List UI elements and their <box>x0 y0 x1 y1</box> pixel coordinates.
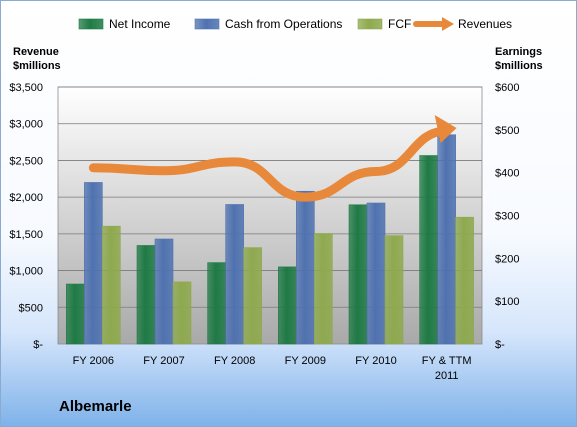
x-tick-label: FY 2010 <box>355 355 396 367</box>
bar-fcf <box>455 216 474 345</box>
revenues-line <box>88 126 452 202</box>
company-name: Albemarle <box>59 398 132 415</box>
left-tick-label: $500 <box>19 302 43 314</box>
left-tick-label: $2,500 <box>9 155 43 167</box>
right-tick-label: $200 <box>495 253 519 265</box>
left-tick-label: $2,000 <box>9 192 43 204</box>
bar-net-income <box>66 283 85 345</box>
bar-fcf <box>102 225 121 345</box>
left-tick-label: $1,000 <box>9 266 43 278</box>
bar-fcf <box>314 233 333 345</box>
left-tick-label: $1,500 <box>9 229 43 241</box>
right-tick-label: $100 <box>495 296 519 308</box>
bar-net-income <box>207 262 226 345</box>
right-tick-label: $600 <box>495 82 519 94</box>
revenues-arrowhead <box>434 115 457 144</box>
x-tick-label: FY 2008 <box>214 355 255 367</box>
legend-arrow-revenues <box>442 17 454 31</box>
right-axis-title: Earnings $millions <box>495 46 543 72</box>
plot-area <box>57 86 483 345</box>
legend-label-cash-from-operations: Cash from Operations <box>225 17 342 31</box>
legend-swatch-net-income <box>78 18 104 30</box>
x-tick-label: FY 2007 <box>143 355 184 367</box>
right-tick-label: $300 <box>495 211 519 223</box>
bar-cash-from-operations <box>366 202 386 345</box>
bar-cash-from-operations <box>437 134 456 345</box>
bar-net-income <box>278 266 297 345</box>
right-tick-label: $- <box>495 339 505 351</box>
x-tick-label: 2011 <box>435 370 459 382</box>
bar-cash-from-operations <box>84 182 103 345</box>
right-tick-label: $400 <box>495 168 519 180</box>
bar-net-income <box>419 155 438 345</box>
legend-label-net-income: Net Income <box>109 17 171 31</box>
right-tick-label: $500 <box>495 125 519 137</box>
legend-swatch-fcf <box>357 18 383 30</box>
bar-fcf <box>172 281 192 345</box>
legend-label-fcf: FCF <box>388 17 411 31</box>
legend-label-revenues: Revenues <box>458 17 512 31</box>
left-tick-label: $3,000 <box>9 119 43 131</box>
bar-cash-from-operations <box>154 238 174 345</box>
bar-net-income <box>136 245 156 345</box>
bar-fcf <box>384 235 404 345</box>
x-tick-label: FY 2009 <box>285 355 326 367</box>
bar-net-income <box>348 204 368 345</box>
left-tick-label: $3,500 <box>9 82 43 94</box>
bar-cash-from-operations <box>225 204 244 345</box>
bar-fcf <box>243 247 262 345</box>
legend-swatch-cash-from-operations <box>194 18 220 30</box>
bar-cash-from-operations <box>296 190 315 345</box>
x-tick-label: FY & TTM <box>422 355 472 367</box>
left-axis-title: Revenue $millions <box>13 46 61 72</box>
x-tick-label: FY 2006 <box>73 355 114 367</box>
left-tick-label: $- <box>33 339 43 351</box>
